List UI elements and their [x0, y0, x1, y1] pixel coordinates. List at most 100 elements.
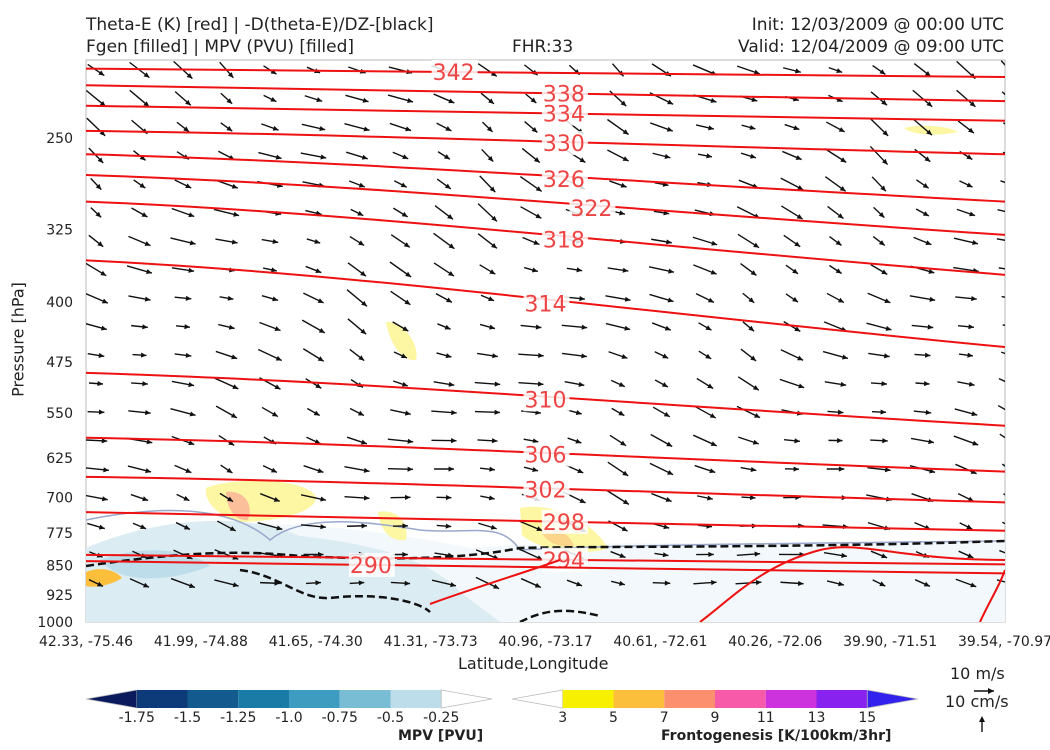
- wind-vector-head: [622, 470, 629, 476]
- wind-vector-head: [443, 154, 450, 160]
- theta-e-label-bg: [541, 101, 588, 126]
- wind-vector-head: [363, 495, 370, 501]
- wind-vector-head: [1016, 582, 1022, 587]
- wind-vector-head: [968, 127, 974, 134]
- wind-vector-head: [489, 186, 496, 193]
- wind-vector-head: [450, 582, 456, 588]
- wind-vector-head: [880, 185, 886, 192]
- wind-vector: [1001, 91, 1005, 96]
- x-tick-label: 41.31, -73.73: [384, 634, 478, 650]
- wind-vector-head: [663, 524, 670, 530]
- title-line-1: Theta-E (K) [red] | -D(theta-E)/DZ-[blac…: [86, 15, 434, 35]
- wind-vector-head: [445, 353, 452, 359]
- wind-vector-head: [879, 581, 886, 587]
- wind-vector-head: [494, 409, 501, 415]
- wind-vector-head: [407, 466, 414, 472]
- wind-vector: [999, 433, 1005, 439]
- wind-vector-head: [794, 241, 801, 247]
- mpv-colorbar-tick: -1.75: [119, 710, 155, 726]
- wind-vector-head: [837, 297, 844, 303]
- wind-vector-head: [922, 183, 929, 189]
- wind-vector-head: [749, 153, 756, 159]
- wind-vector-head: [448, 270, 454, 277]
- x-tick-label: 40.26, -72.06: [728, 634, 822, 650]
- wind-vector-head: [970, 469, 977, 474]
- theta-e-label-bg: [523, 442, 570, 467]
- wind-vector-head: [972, 240, 978, 246]
- wind-vector-head: [1016, 240, 1022, 245]
- wind-vector-head: [447, 552, 454, 558]
- wind-vector-head: [664, 325, 671, 331]
- mpv-colorbar-segment: [390, 690, 442, 708]
- wind-vector-head: [445, 523, 452, 529]
- wind-vector-head: [494, 381, 501, 387]
- wind-vector-head: [838, 127, 845, 132]
- fgen-colorbar-tick: 15: [858, 710, 876, 726]
- wind-vector: [1001, 463, 1005, 467]
- wind-vector-head: [404, 494, 411, 500]
- wind-vector-head: [879, 69, 886, 75]
- vector-legend-vertical-arrowhead: [979, 716, 985, 722]
- wind-vector-head: [142, 381, 148, 387]
- wind-vector-head: [710, 269, 717, 275]
- theta-e-contour: [86, 560, 1005, 575]
- wind-vector-head: [971, 411, 978, 417]
- wind-vector-head: [1014, 268, 1020, 273]
- wind-vector-head: [536, 526, 543, 532]
- wind-vector-head: [926, 101, 933, 107]
- wind-vector-head: [798, 383, 805, 389]
- fgen-colorbar-segment: [816, 690, 868, 708]
- wind-vector-head: [358, 580, 365, 586]
- wind-vector-head: [622, 129, 629, 135]
- wind-vector-head: [534, 582, 541, 588]
- y-tick-label: 775: [46, 526, 73, 542]
- wind-vector-head: [621, 354, 628, 359]
- wind-vector-head: [1009, 496, 1015, 501]
- wind-vector-head: [314, 439, 321, 444]
- vector-legend-horizontal: 10 m/s: [950, 664, 1005, 683]
- wind-vector-head: [357, 410, 364, 416]
- wind-vector-head: [750, 466, 757, 472]
- wind-vector-head: [358, 355, 365, 361]
- wind-vector-head: [838, 466, 845, 472]
- fgen-colorbar-segment: [562, 690, 614, 708]
- wind-vector-head: [488, 495, 495, 501]
- wind-vector-head: [140, 524, 147, 530]
- wind-vector-head: [535, 213, 542, 219]
- wind-vector-head: [748, 325, 755, 332]
- wind-vector-head: [358, 240, 365, 246]
- wind-vector-head: [576, 267, 583, 273]
- wind-vector-head: [927, 324, 934, 330]
- wind-vector-head: [143, 101, 150, 107]
- wind-vector-head: [878, 240, 885, 246]
- wind-vector-head: [402, 551, 408, 558]
- wind-vector-head: [451, 438, 457, 444]
- y-tick-label: 700: [46, 490, 73, 506]
- wind-vector-head: [357, 210, 364, 216]
- wind-vector-head: [139, 182, 146, 189]
- wind-vector-head: [707, 495, 713, 501]
- wind-vector-head: [1013, 442, 1019, 447]
- y-tick-label: 250: [46, 131, 73, 147]
- wind-vector-head: [492, 353, 498, 359]
- wind-vector-head: [314, 239, 321, 244]
- wind-vector-head: [705, 325, 712, 331]
- wind-vector-head: [185, 183, 192, 189]
- mpv-colorbar-segment: [187, 690, 239, 708]
- theta-e-contour: [86, 129, 1005, 156]
- theta-e-label-bg: [541, 509, 588, 534]
- theta-e-label-bg: [541, 131, 588, 156]
- wind-vector-head: [923, 381, 930, 387]
- wind-vector-head: [489, 269, 496, 275]
- wind-vector-head: [488, 296, 495, 302]
- mpv-colorbar-label: MPV [PVU]: [398, 728, 484, 744]
- wind-vector-head: [96, 581, 103, 587]
- theta-e-contour: [86, 173, 1005, 236]
- mpv-colorbar-segment: [85, 689, 138, 709]
- x-tick-label: 41.65, -74.30: [269, 634, 363, 650]
- wind-vector-head: [363, 467, 370, 473]
- wind-vector-head: [838, 581, 844, 587]
- wind-vector-head: [621, 526, 628, 532]
- wind-vector-head: [227, 295, 234, 301]
- theta-e-label-bg: [541, 81, 588, 106]
